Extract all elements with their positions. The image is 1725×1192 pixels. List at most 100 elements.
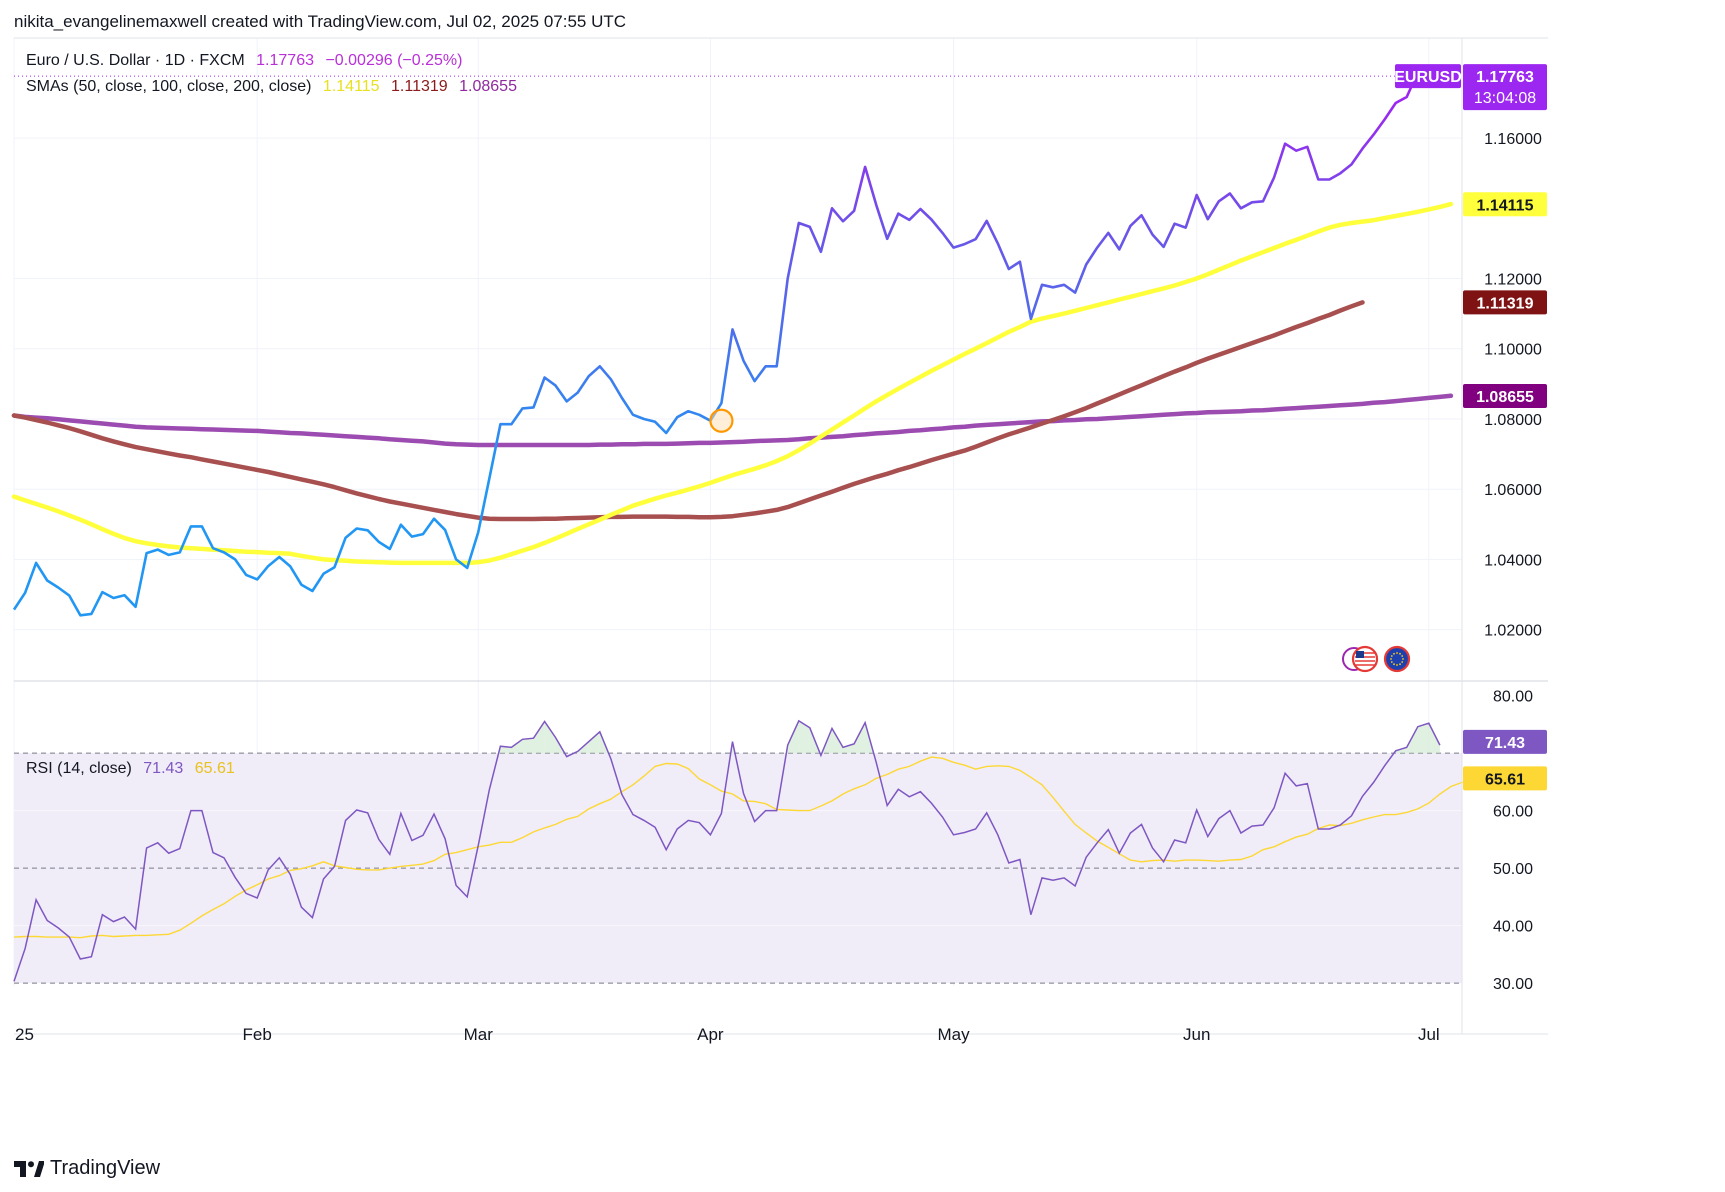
rsi-tick-label: 80.00 — [1493, 689, 1533, 706]
rsi-overbought-fill — [511, 739, 523, 754]
price-tick-label: 1.12000 — [1484, 272, 1542, 289]
price-point — [1295, 150, 1297, 152]
rsi-point — [687, 819, 689, 821]
price-point — [897, 212, 899, 214]
rsi-point — [665, 849, 667, 851]
price-point — [986, 220, 988, 222]
rsi-point — [897, 788, 899, 790]
price-point — [864, 166, 866, 168]
price-point — [223, 551, 225, 553]
rsi-point — [632, 814, 634, 816]
sma-legend: SMAs (50, close, 100, close, 200, close)… — [26, 78, 524, 96]
rsi-point — [1373, 781, 1375, 783]
price-point — [444, 529, 446, 531]
sma50-badge: 1.14115 — [1463, 192, 1547, 217]
price-point — [588, 375, 590, 377]
price-point — [13, 608, 15, 610]
rsi-overbought-fill — [798, 720, 810, 754]
rsi-point — [1218, 818, 1220, 820]
price-point — [632, 414, 634, 416]
rsi-point — [698, 822, 700, 824]
rsi-badge-bg — [1463, 729, 1547, 754]
price-point — [1019, 260, 1021, 262]
chart-credit: nikita_evangelinemaxwell created with Tr… — [14, 12, 627, 31]
price-point — [245, 574, 247, 576]
tradingview-logo[interactable]: TradingView — [14, 1157, 160, 1180]
price-point — [1372, 133, 1374, 135]
price-point — [400, 523, 402, 525]
rsi-point — [787, 744, 789, 746]
price-point — [278, 556, 280, 558]
rsi-point — [1350, 815, 1352, 817]
rsi-point — [289, 873, 291, 875]
rsi-point — [765, 810, 767, 812]
rsi-point — [1317, 828, 1319, 830]
price-point — [355, 527, 357, 529]
price-point — [1207, 218, 1209, 220]
rsi-point — [621, 794, 623, 796]
price-point — [1361, 147, 1363, 149]
sma50-line — [11, 201, 1454, 566]
rsi-point — [1052, 879, 1054, 881]
rsi-point — [1384, 765, 1386, 767]
price-point — [875, 204, 877, 206]
rsi-point — [754, 821, 756, 823]
rsi-point — [334, 865, 336, 867]
rsi-point — [986, 812, 988, 814]
sma100-line — [11, 300, 1365, 522]
rsi-point — [433, 813, 435, 815]
price-point — [311, 590, 313, 592]
price-point — [499, 423, 501, 425]
price-point — [46, 579, 48, 581]
rsi-point — [1074, 885, 1076, 887]
eu-flag-ring — [1383, 645, 1411, 673]
rsi-point — [367, 812, 369, 814]
rsi-point — [875, 761, 877, 763]
price-point — [853, 210, 855, 212]
event-marker[interactable] — [709, 408, 734, 433]
ticker-badge[interactable]: EURUSD — [1394, 64, 1462, 89]
price-point — [1339, 172, 1341, 174]
price-point — [599, 365, 601, 367]
rsi-overbought-fill — [854, 722, 866, 754]
price-point — [764, 365, 766, 367]
sma200-badge: 1.08655 — [1463, 383, 1547, 408]
us-flag-icon[interactable] — [1351, 645, 1379, 673]
sma100-badge-text: 1.11319 — [1477, 295, 1534, 312]
rsi-point — [831, 727, 833, 729]
rsi-point — [179, 848, 181, 850]
rsi-point — [57, 927, 59, 929]
rsi-point — [610, 758, 612, 760]
eu-flag-icon[interactable] — [1383, 645, 1411, 673]
legend-change: −0.00296 (−0.25%) — [325, 52, 463, 69]
price-point — [643, 418, 645, 420]
eu-flag-star — [1390, 655, 1393, 657]
ticker-badge-text: EURUSD — [1394, 69, 1462, 86]
rsi-point — [1096, 842, 1098, 844]
price-point — [753, 380, 755, 382]
rsi-point — [720, 813, 722, 815]
price-point — [389, 548, 391, 550]
price-legend: Euro / U.S. Dollar · 1D · FXCM 1.17763 −… — [26, 52, 469, 70]
price-point — [289, 565, 291, 567]
rsi-point — [709, 834, 711, 836]
rsi-point — [477, 845, 479, 847]
price-point — [1328, 178, 1330, 180]
price-point — [742, 359, 744, 361]
price-point — [145, 552, 147, 554]
price-point — [1184, 226, 1186, 228]
us-flag-canton — [1356, 651, 1364, 658]
rsi-point — [488, 789, 490, 791]
price-point — [532, 406, 534, 408]
rsi-point — [422, 834, 424, 836]
rsi-point — [168, 852, 170, 854]
price-point — [1229, 192, 1231, 194]
rsi-point — [533, 737, 535, 739]
rsi-point — [90, 956, 92, 958]
legend-rsi-ma-value: 65.61 — [194, 760, 235, 777]
rsi-point — [1140, 823, 1142, 825]
rsi-point — [13, 980, 15, 982]
rsi-point — [411, 840, 413, 842]
rsi-badge: 71.43 — [1463, 729, 1547, 754]
